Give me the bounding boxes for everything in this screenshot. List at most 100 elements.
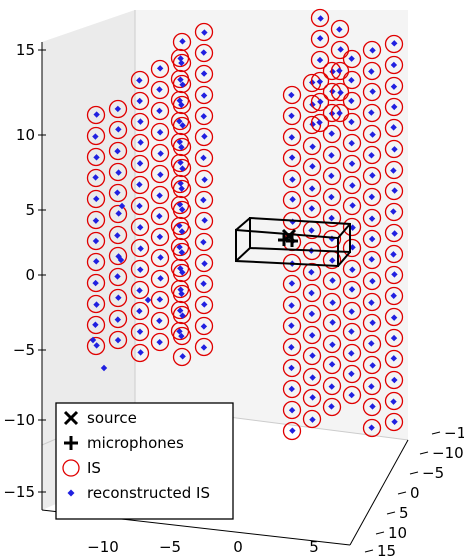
is-point	[172, 74, 192, 94]
reconstructed-is-point	[289, 196, 296, 203]
y-tick-label: −10	[432, 444, 464, 462]
is-point	[362, 61, 382, 81]
reconstructed-is-point	[316, 78, 324, 85]
is-point	[362, 82, 382, 102]
is-point	[342, 154, 362, 174]
reconstructed-is-point	[176, 97, 183, 104]
is-point	[384, 412, 404, 432]
reconstructed-is-point	[89, 336, 97, 344]
reconstructed-is-point	[368, 424, 375, 431]
reconstructed-is-point	[157, 275, 164, 282]
is-point	[194, 295, 214, 315]
y-tick	[419, 451, 429, 455]
x-tick-label: −5	[159, 538, 181, 556]
reconstructed-is-point	[369, 403, 376, 410]
reconstructed-is-point	[390, 167, 397, 174]
is-point	[384, 349, 404, 369]
reconstructed-is-point	[348, 160, 356, 167]
room-box-edge	[235, 217, 251, 231]
reconstructed-is-point	[308, 205, 315, 212]
reconstructed-is-point	[200, 113, 207, 120]
reconstructed-is-point	[391, 40, 398, 47]
reconstructed-is-point	[336, 109, 343, 117]
reconstructed-is-point	[92, 174, 99, 181]
reconstructed-is-point	[390, 124, 397, 131]
reconstructed-is-point	[328, 403, 335, 410]
legend: source microphones IS reconstructed IS	[55, 402, 234, 520]
is-point	[342, 259, 362, 279]
is-point	[282, 127, 302, 147]
is-point	[302, 304, 322, 324]
reconstructed-is-point	[328, 193, 335, 201]
z-tick-label: 0	[25, 266, 35, 284]
reconstructed-is-point	[316, 56, 324, 64]
is-point	[172, 179, 192, 199]
reconstructed-is-point	[348, 140, 355, 147]
is-point	[310, 8, 330, 28]
is-point	[150, 185, 170, 205]
reconstructed-is-point	[200, 280, 207, 287]
is-point	[362, 376, 382, 396]
reconstructed-is-point	[200, 323, 208, 330]
room-box-edge	[235, 247, 251, 262]
is-point	[322, 313, 342, 333]
is-point	[130, 217, 150, 237]
is-point	[282, 106, 302, 126]
reconstructed-is-point	[176, 243, 183, 251]
is-point	[86, 189, 106, 209]
reconstructed-is-point	[137, 118, 144, 125]
is-point	[322, 229, 342, 249]
is-point	[172, 305, 192, 325]
reconstructed-is-point	[114, 232, 121, 239]
reconstructed-is-point	[316, 119, 323, 126]
reconstructed-is-point	[369, 88, 376, 95]
reconstructed-is-point	[115, 169, 122, 176]
is-point	[194, 232, 214, 252]
y-tick-label: 10	[388, 524, 407, 542]
is-point	[330, 103, 350, 123]
y-tick	[386, 511, 396, 515]
is-point	[362, 208, 382, 228]
is-point	[108, 204, 128, 224]
is-point	[282, 316, 302, 336]
room-box-edge	[337, 223, 351, 239]
is-point	[342, 112, 362, 132]
is-point	[194, 211, 214, 231]
reconstructed-is-point	[178, 144, 185, 151]
reconstructed-is-point	[117, 256, 125, 264]
is-point	[282, 379, 302, 399]
is-point	[194, 169, 214, 189]
x-tick-label: 0	[233, 538, 243, 556]
is-point	[330, 19, 350, 39]
is-point	[362, 292, 382, 312]
reconstructed-is-point	[391, 376, 398, 384]
reconstructed-is-point	[316, 35, 324, 42]
reconstructed-is-point	[179, 269, 186, 276]
y-tick	[409, 471, 419, 475]
reconstructed-is-point	[369, 47, 376, 54]
reconstructed-is-point	[369, 362, 376, 369]
reconstructed-is-point	[156, 65, 164, 72]
reconstructed-is-point	[136, 77, 143, 84]
reconstructed-is-point	[329, 68, 336, 75]
reconstructed-is-point	[391, 146, 398, 153]
is-point	[322, 397, 342, 417]
is-point	[172, 95, 192, 115]
reconstructed-is-point	[328, 152, 335, 159]
is-point	[384, 391, 404, 411]
reconstructed-is-point	[156, 317, 163, 324]
is-point	[330, 61, 350, 81]
is-point	[282, 421, 302, 441]
scatter-points	[86, 8, 404, 441]
reconstructed-is-point	[156, 192, 163, 199]
is-point	[150, 227, 170, 247]
reconstructed-is-point	[309, 374, 316, 381]
reconstructed-is-point	[348, 350, 355, 357]
room-box	[235, 216, 351, 268]
z-tick-label: −10	[3, 411, 35, 429]
reconstructed-is-point	[93, 195, 100, 203]
is-point	[130, 322, 150, 342]
is-point	[384, 118, 404, 138]
is-point	[302, 325, 322, 345]
